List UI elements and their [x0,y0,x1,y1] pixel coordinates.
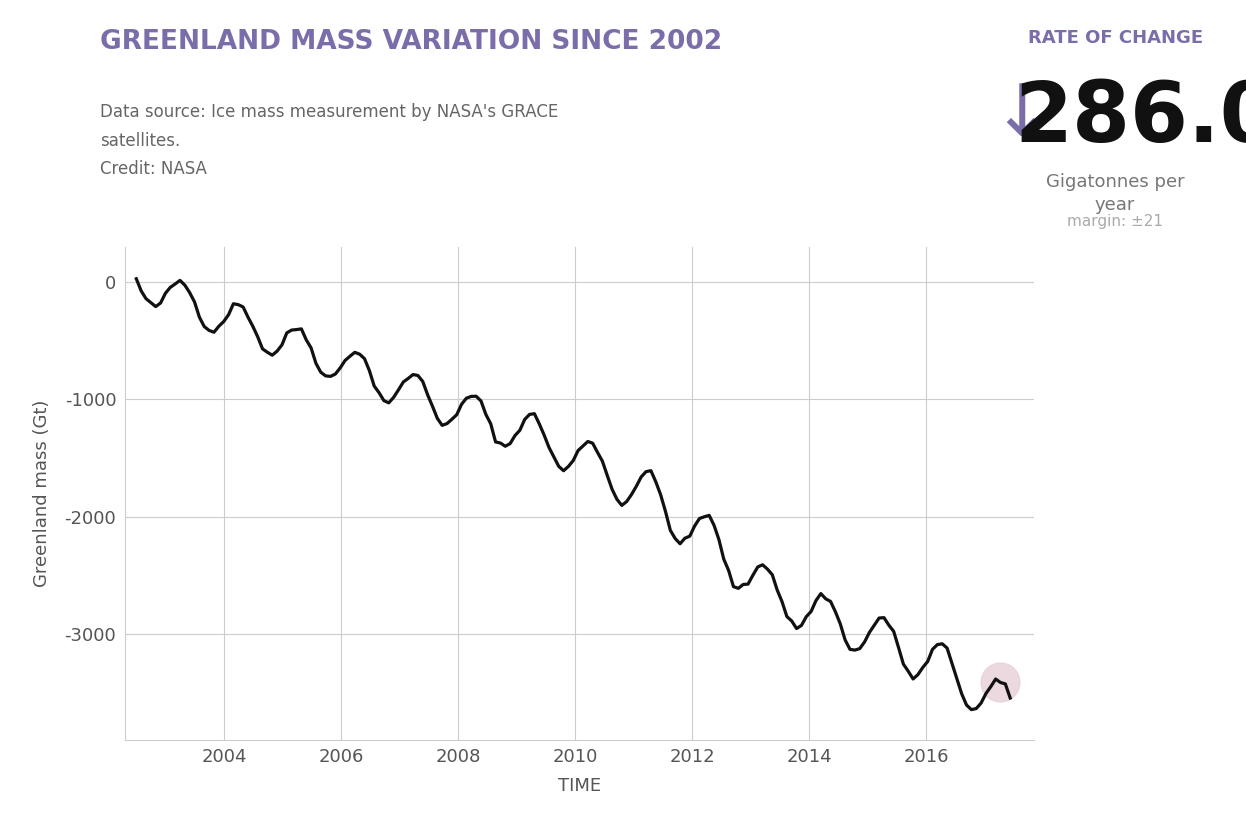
Text: Gigatonnes per: Gigatonnes per [1045,173,1185,191]
Text: 286.0: 286.0 [1014,78,1246,159]
Text: Credit: NASA: Credit: NASA [100,160,207,178]
Text: Data source: Ice mass measurement by NASA's GRACE: Data source: Ice mass measurement by NAS… [100,103,558,121]
Text: GREENLAND MASS VARIATION SINCE 2002: GREENLAND MASS VARIATION SINCE 2002 [100,29,721,55]
Text: satellites.: satellites. [100,132,179,150]
Text: RATE OF CHANGE: RATE OF CHANGE [1028,29,1202,47]
Text: year: year [1095,196,1135,214]
Text: margin: ±21: margin: ±21 [1067,214,1164,229]
Y-axis label: Greenland mass (Gt): Greenland mass (Gt) [32,399,51,587]
X-axis label: TIME: TIME [558,778,601,795]
Text: ↓: ↓ [992,82,1052,151]
